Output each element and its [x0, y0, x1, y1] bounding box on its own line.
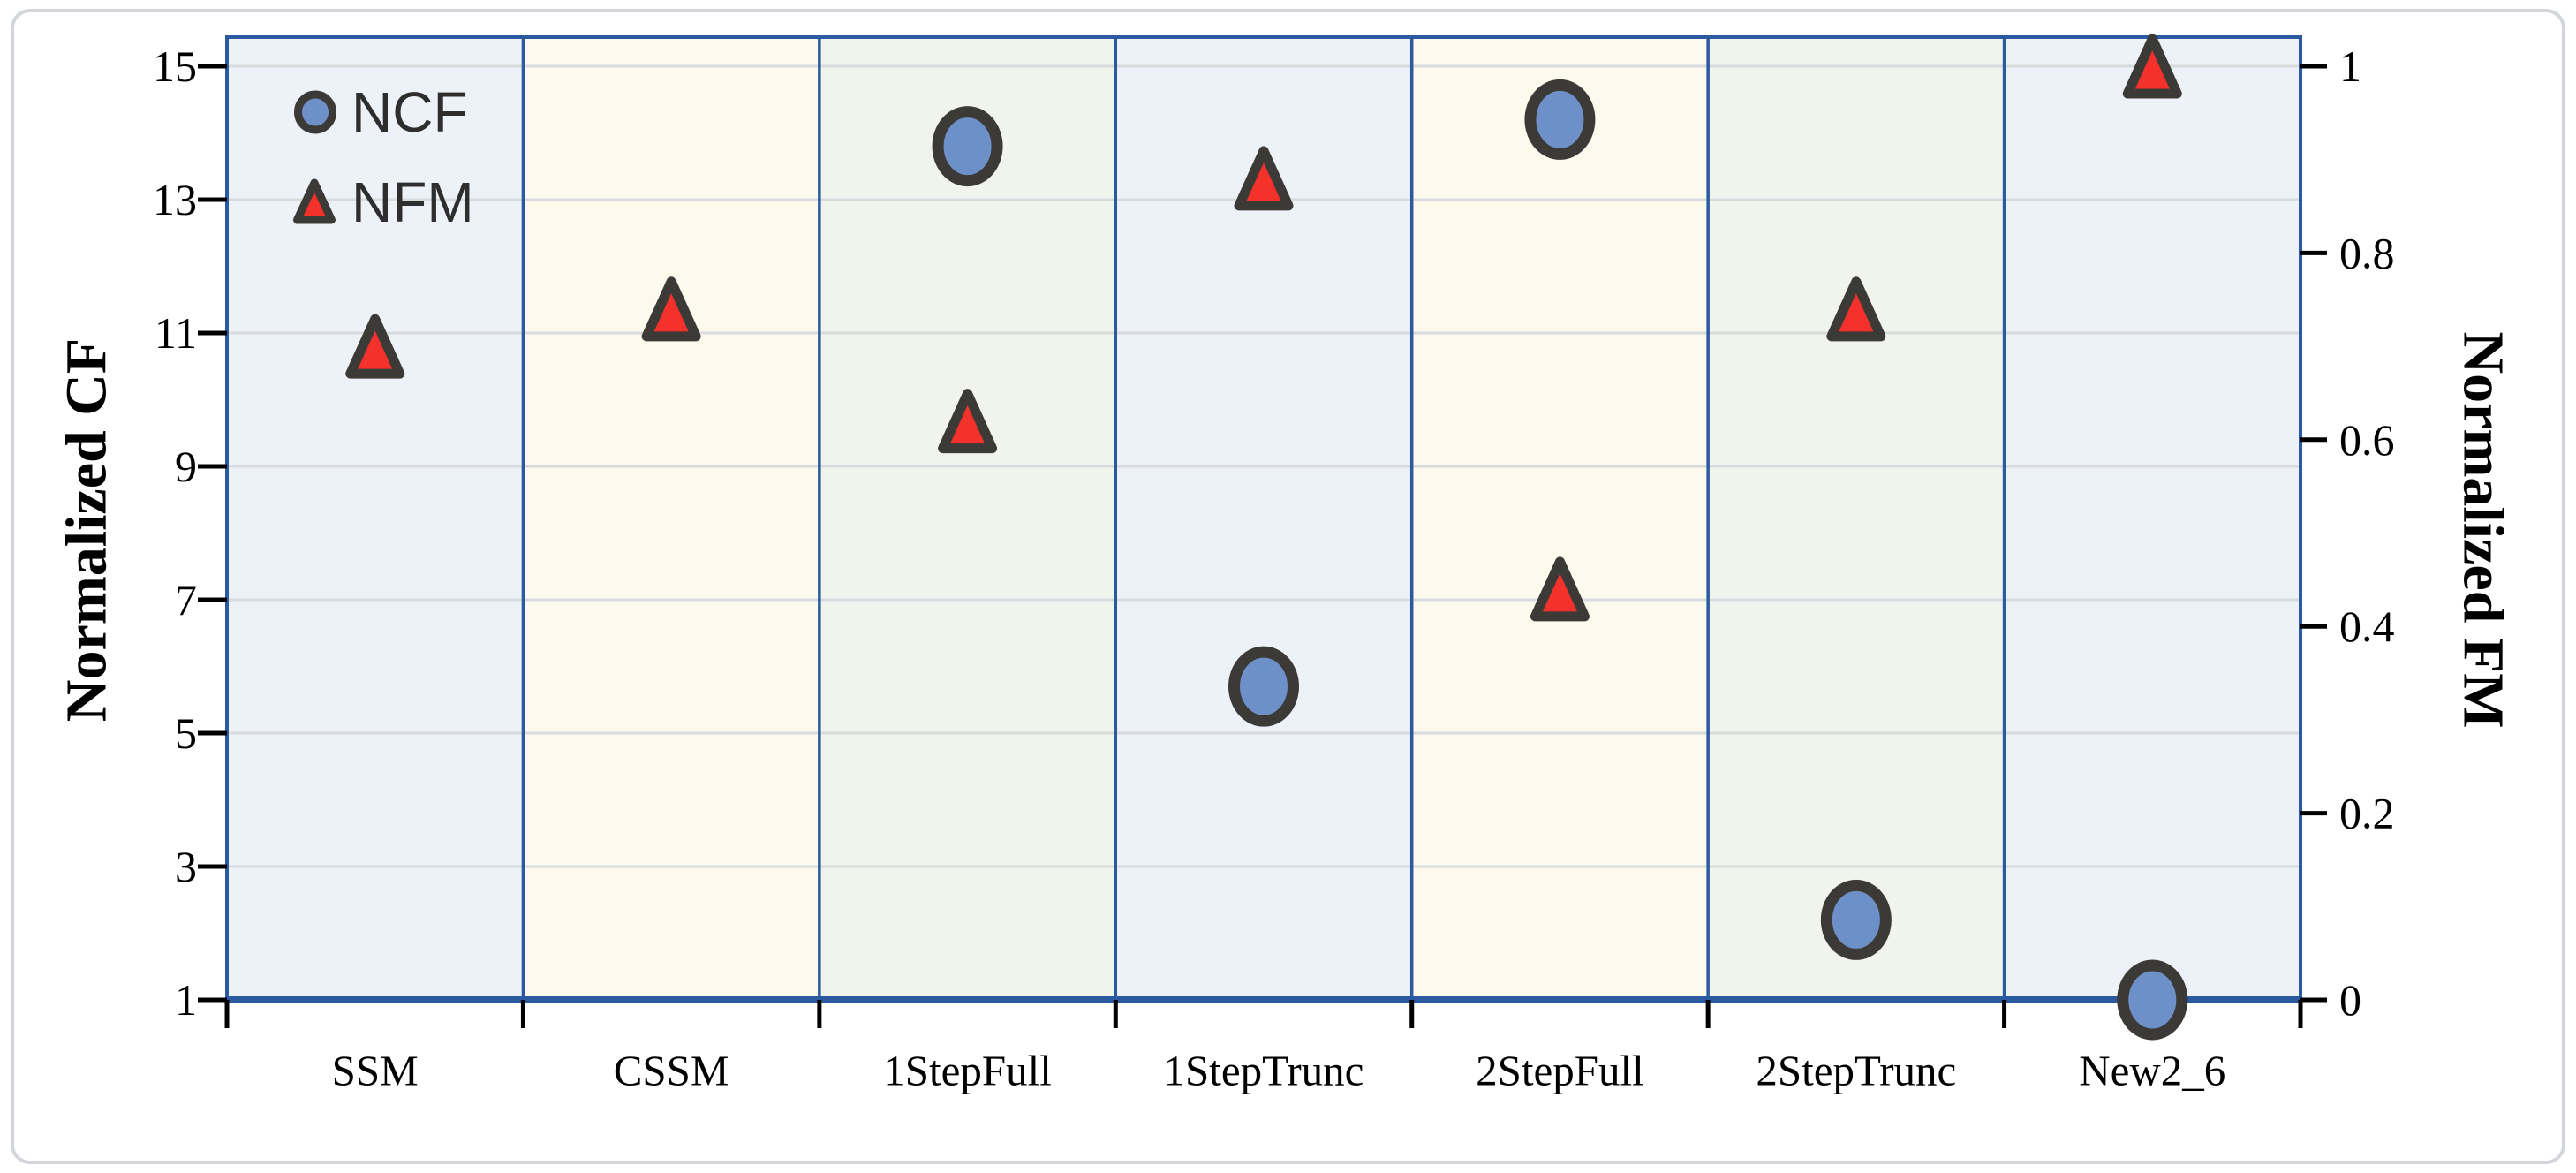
category-label-SSM: SSM [332, 1047, 419, 1095]
band-1StepFull [819, 37, 1116, 1000]
nfm-marker-CSSM [641, 276, 701, 342]
nfm-marker-2StepTrunc [1826, 276, 1886, 342]
left-axis-title: Normalized CF [55, 338, 119, 722]
right-tick-label-0.6: 0.6 [2339, 415, 2395, 465]
ncf-marker-2StepTrunc [1820, 879, 1892, 960]
ncf-marker-2StepFull [1524, 79, 1596, 160]
category-label-2StepFull: 2StepFull [1476, 1047, 1644, 1095]
band-New2_6 [2004, 37, 2300, 1000]
right-tick-label-0: 0 [2339, 975, 2361, 1025]
category-label-CSSM: CSSM [614, 1047, 729, 1095]
ncf-marker-New2_6 [2117, 959, 2188, 1041]
legend-nfm-label: NFM [351, 170, 474, 234]
data-markers [345, 34, 2188, 1041]
ncf-marker-1StepTrunc [1228, 646, 1299, 727]
right-axis-title: Normalized FM [2451, 331, 2516, 728]
left-tick-label-3: 3 [175, 842, 197, 891]
left-tick-label-13: 13 [153, 175, 197, 224]
legend-ncf-label: NCF [351, 80, 468, 144]
left-tick-label-9: 9 [175, 442, 197, 491]
plot-border [225, 35, 2302, 1003]
left-tick-label-1: 1 [175, 975, 197, 1025]
category-label-New2_6: New2_6 [2079, 1047, 2225, 1095]
legend-ncf-marker-icon [294, 90, 336, 134]
right-tick-label-0.8: 0.8 [2339, 228, 2395, 277]
ncf-marker-1StepFull [932, 106, 1003, 187]
band-2StepTrunc [1708, 37, 2005, 1000]
category-labels: SSM CSSM 1StepFull 1StepTrunc 2StepFull 2Step… [332, 1047, 2226, 1095]
right-tick-label-0.2: 0.2 [2339, 789, 2395, 838]
category-label-1StepTrunc: 1StepTrunc [1164, 1047, 1364, 1095]
right-tick-label-0.4: 0.4 [2339, 602, 2395, 651]
category-label-1StepFull: 1StepFull [883, 1047, 1052, 1095]
band-SSM [227, 37, 524, 1000]
nfm-marker-2StepFull [1530, 556, 1590, 622]
left-tick-label-11: 11 [155, 308, 197, 358]
nfm-marker-SSM [345, 314, 405, 379]
legend-nfm-marker-icon [293, 178, 336, 224]
legend: NCF NFM [293, 80, 474, 234]
band-CSSM [523, 37, 820, 1000]
left-tick-label-5: 5 [175, 708, 197, 758]
right-tick-label-1: 1 [2339, 42, 2361, 91]
category-label-2StepTrunc: 2StepTrunc [1756, 1047, 1956, 1095]
nfm-marker-1StepTrunc [1234, 146, 1294, 211]
gridlines [227, 64, 2300, 868]
nfm-marker-1StepFull [938, 389, 998, 454]
nfm-marker-New2_6 [2122, 34, 2182, 99]
left-tick-label-7: 7 [175, 575, 197, 624]
axis-ticks [198, 64, 2327, 1028]
band-2StepFull [1411, 37, 1709, 1000]
left-tick-label-15: 15 [153, 42, 197, 91]
